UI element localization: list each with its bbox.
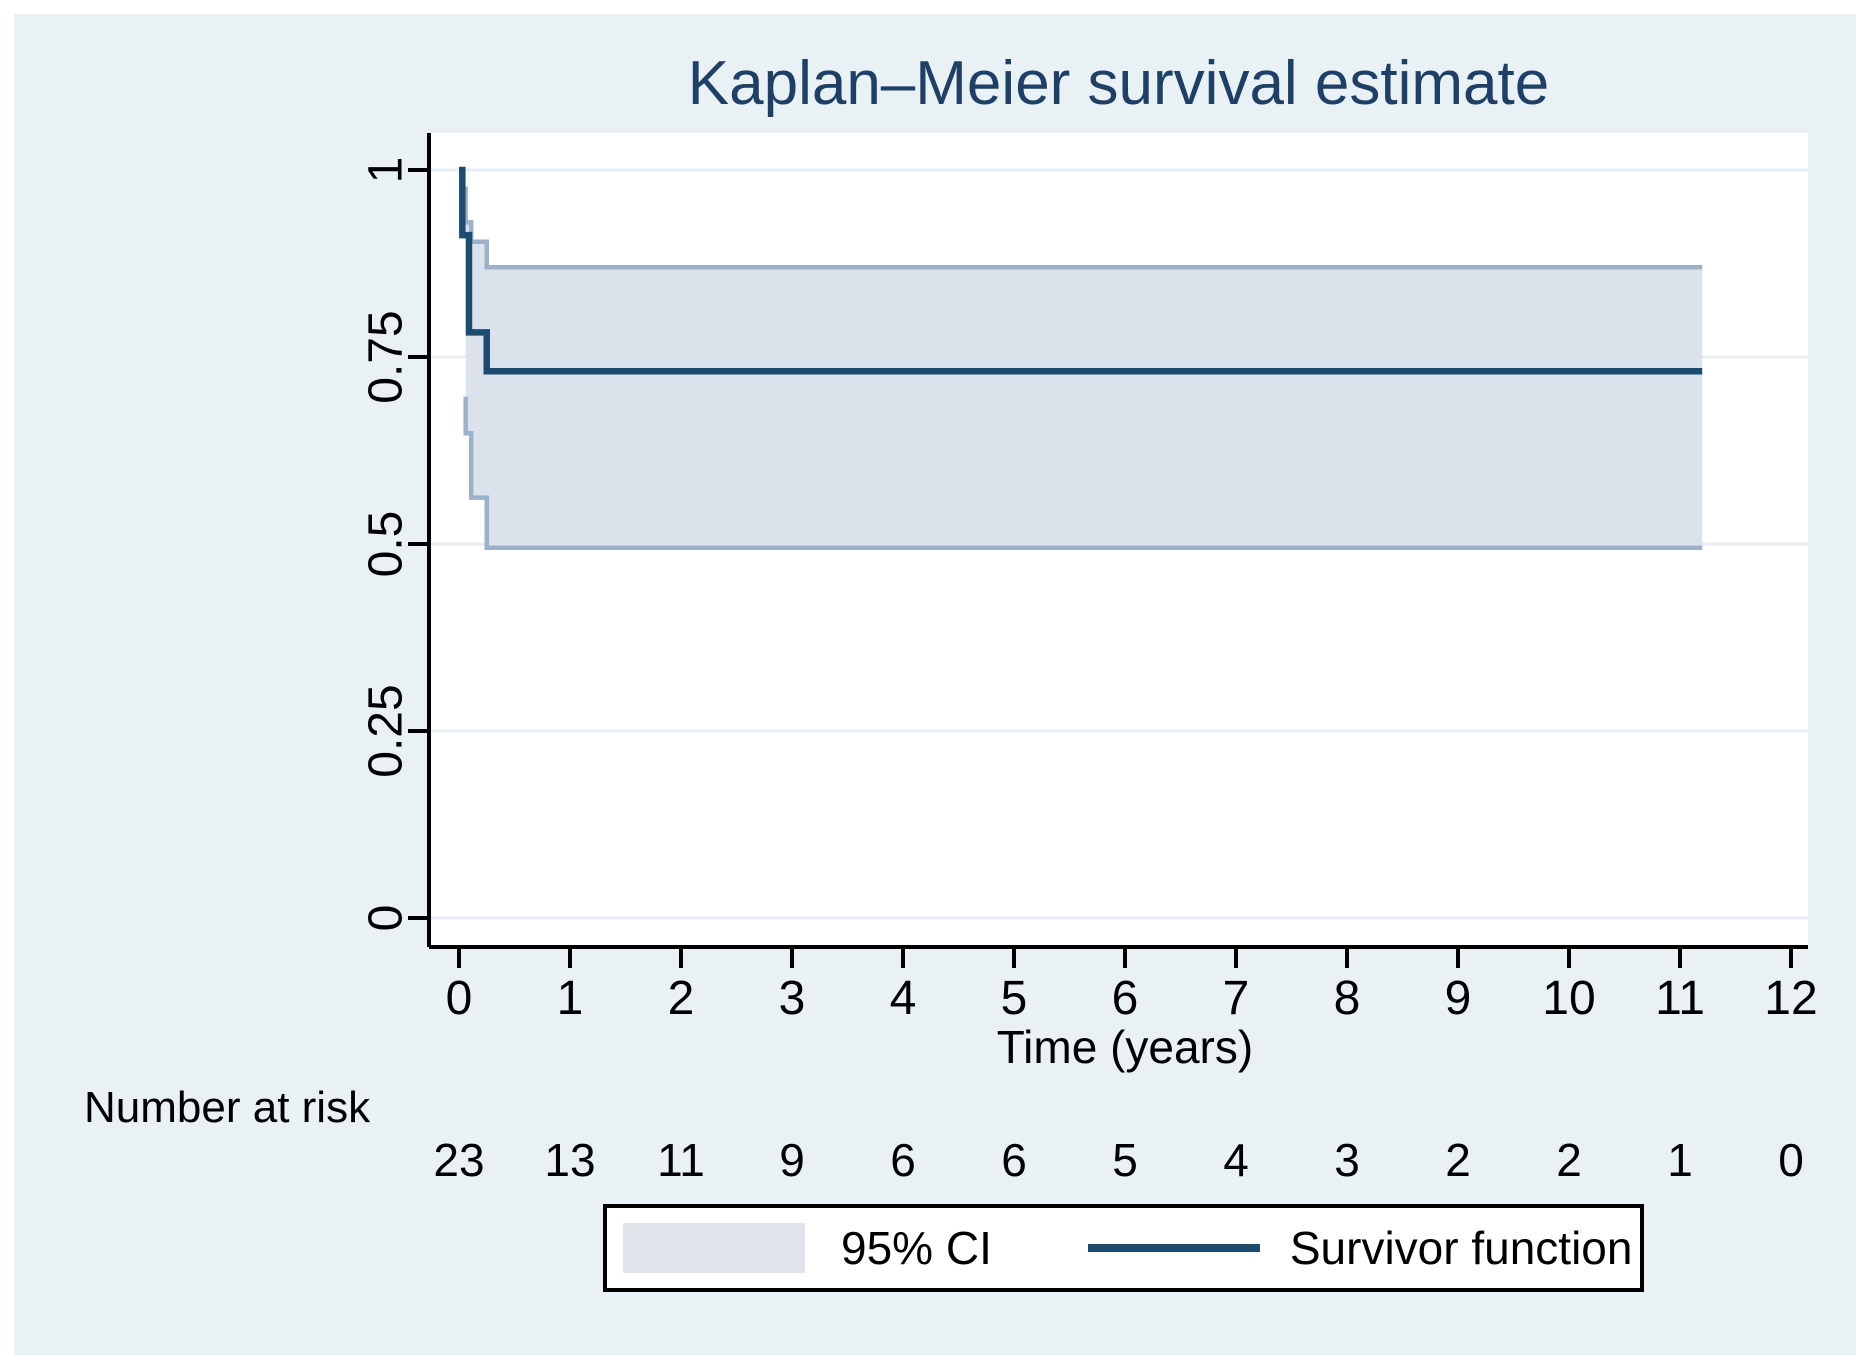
risk-count: 1 — [1667, 1134, 1693, 1186]
chart-title: Kaplan–Meier survival estimate — [687, 49, 1550, 118]
x-tick-label: 6 — [1112, 972, 1139, 1025]
risk-count: 6 — [1001, 1134, 1027, 1186]
y-tick-label: 0.5 — [360, 511, 413, 578]
x-tick-label: 4 — [890, 972, 917, 1025]
legend-ci-swatch — [623, 1223, 805, 1273]
legend-survivor-label: Survivor function — [1289, 1222, 1633, 1274]
legend-ci-label: 95% CI — [841, 1222, 992, 1274]
x-tick-label: 10 — [1542, 972, 1595, 1025]
x-tick-label: 2 — [668, 972, 695, 1025]
risk-count: 23 — [433, 1134, 484, 1186]
x-tick-label: 5 — [1001, 972, 1028, 1025]
risk-count: 0 — [1778, 1134, 1804, 1186]
risk-count: 3 — [1334, 1134, 1360, 1186]
risk-count: 6 — [890, 1134, 916, 1186]
x-tick-label: 11 — [1655, 972, 1705, 1025]
y-tick-label: 0 — [360, 905, 413, 932]
risk-count: 2 — [1445, 1134, 1471, 1186]
risk-count: 5 — [1112, 1134, 1138, 1186]
y-tick-label: 0.75 — [360, 310, 413, 403]
x-tick-label: 12 — [1764, 972, 1817, 1025]
y-tick-label: 1 — [360, 157, 413, 184]
ci-lower-line — [463, 396, 1703, 550]
risk-count: 2 — [1556, 1134, 1582, 1186]
legend-survivor-line-sample — [1087, 1244, 1260, 1252]
legend: 95% CI Survivor function — [603, 1204, 1644, 1292]
x-tick-label: 0 — [446, 972, 473, 1025]
number-at-risk-label: Number at risk — [84, 1083, 371, 1132]
x-axis-title: Time (years) — [996, 1021, 1254, 1073]
survivor-curve — [459, 166, 1703, 375]
x-tick-label: 1 — [557, 972, 584, 1025]
risk-count: 9 — [779, 1134, 805, 1186]
y-tick-label: 0.25 — [360, 684, 413, 777]
x-tick-label: 8 — [1334, 972, 1361, 1025]
risk-count: 4 — [1223, 1134, 1249, 1186]
ci-band — [465, 186, 1703, 548]
risk-count: 11 — [657, 1134, 705, 1186]
risk-count: 13 — [544, 1134, 595, 1186]
x-tick-label: 7 — [1223, 972, 1250, 1025]
x-tick-label: 3 — [779, 972, 806, 1025]
x-tick-label: 9 — [1445, 972, 1472, 1025]
